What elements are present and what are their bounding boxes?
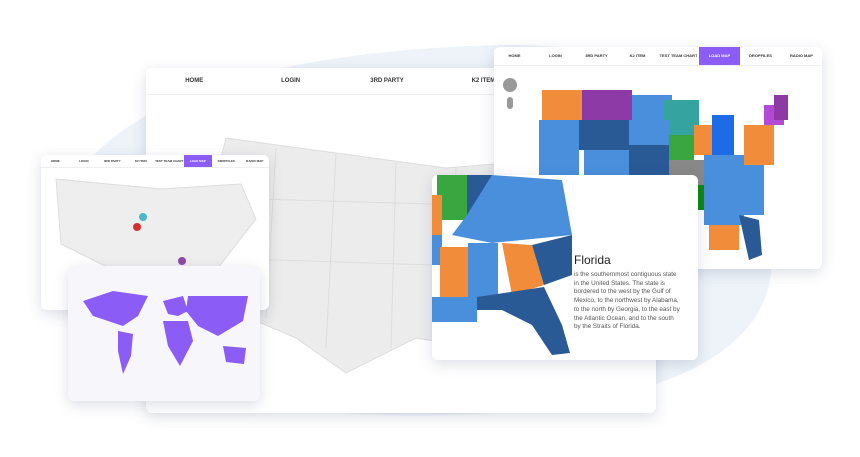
card-title: Florida bbox=[574, 253, 611, 267]
nav-item[interactable]: LOGIN bbox=[79, 159, 89, 163]
nav-item[interactable]: RADIO MAP bbox=[790, 53, 813, 58]
southeast-map bbox=[432, 175, 572, 355]
nav-item[interactable]: LOAD MAP bbox=[699, 47, 740, 65]
nav-item[interactable]: 3RD PARTY bbox=[103, 159, 121, 163]
nav-item[interactable]: TEST TEAM CHART bbox=[659, 53, 698, 58]
nav-item[interactable]: HOME bbox=[508, 53, 521, 58]
nav-item[interactable]: RADIO MAP bbox=[246, 159, 264, 163]
nav-item[interactable]: 3RD PARTY bbox=[370, 78, 404, 84]
nav-item[interactable]: K2 ITEM bbox=[629, 53, 646, 58]
nav-item[interactable]: HOME bbox=[50, 159, 60, 163]
nav-item[interactable]: LOGIN bbox=[549, 53, 562, 58]
info-card: Florida is the southernmost contiguous s… bbox=[432, 175, 698, 360]
nav-item[interactable]: 3RD PARTY bbox=[585, 53, 608, 58]
world-map-card bbox=[68, 266, 260, 401]
nav-item[interactable]: LOGIN bbox=[281, 78, 301, 84]
card-text: is the southernmost contiguous state in … bbox=[574, 271, 680, 331]
nav-item[interactable]: LOAD MAP bbox=[183, 155, 212, 167]
nav-item[interactable]: K2 ITEM bbox=[134, 159, 147, 163]
world-map bbox=[83, 291, 248, 374]
nav-item[interactable]: DROPFILES bbox=[749, 53, 772, 58]
nav-item[interactable]: K2 ITEM bbox=[471, 78, 496, 84]
nav-item[interactable]: DROPFILES bbox=[217, 159, 235, 163]
nav-item[interactable]: TEST TEAM CHART bbox=[155, 159, 184, 163]
nav-item[interactable]: HOME bbox=[185, 78, 204, 84]
